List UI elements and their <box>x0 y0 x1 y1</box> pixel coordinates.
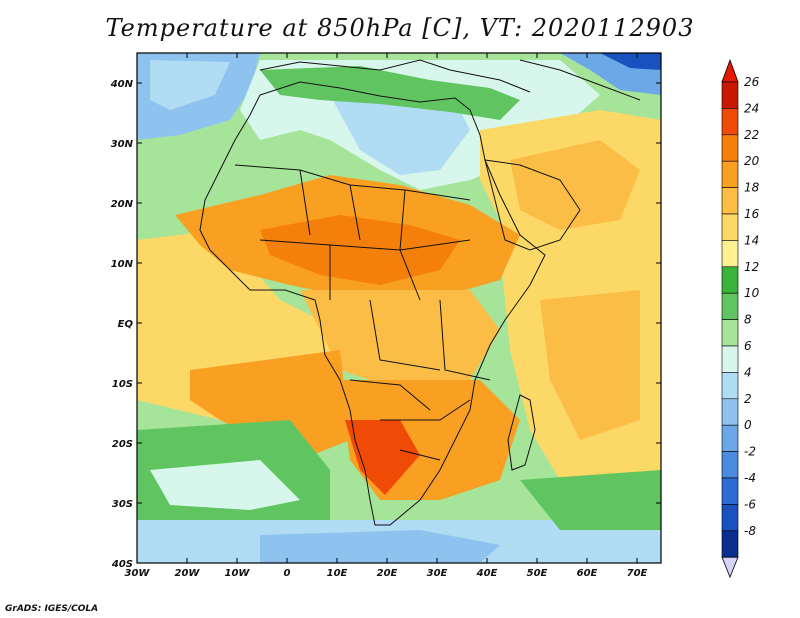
lon-tick-label: 20W <box>175 568 201 579</box>
colorbar-segment <box>721 477 739 505</box>
region-southern-ocean-cold <box>260 530 500 563</box>
plot-frame <box>136 52 662 564</box>
europe-coast <box>259 59 641 101</box>
colorbar-label: -8 <box>744 524 756 538</box>
colorbar-segment <box>721 530 739 558</box>
colorbar-segment <box>721 160 739 188</box>
colorbar-label: -6 <box>744 497 756 511</box>
lat-tick-label: 20S <box>112 439 133 450</box>
colorbar-label: 2 <box>744 392 752 406</box>
colorbar-segment <box>721 187 739 215</box>
region-angola-coast <box>190 350 350 460</box>
lat-tick-label: 40S <box>111 559 133 570</box>
lon-tick-label: 70E <box>627 568 648 579</box>
grads-credit: GrADS: IGES/COLA <box>5 604 99 614</box>
colorbar-segment <box>721 345 739 373</box>
lon-tick-label: 30W <box>125 568 151 579</box>
lon-tick-label: 40E <box>476 568 498 579</box>
lon-tick-label: 10E <box>327 568 348 579</box>
temperature-field <box>137 53 661 563</box>
lon-tick-label: 50E <box>527 568 548 579</box>
colorbar-label: 22 <box>744 128 759 142</box>
colorbar-segment <box>721 108 739 136</box>
colorbar-segment <box>721 451 739 479</box>
colorbar-label: 12 <box>744 260 759 274</box>
colorbar-label: 16 <box>744 207 760 221</box>
colorbar-label: 6 <box>744 339 752 353</box>
region-kalahari-hot <box>345 420 420 495</box>
africa-coastline <box>199 81 546 526</box>
lat-tick-label: 30N <box>111 139 134 150</box>
border-lines <box>234 164 491 461</box>
colorbar-segment <box>721 424 739 452</box>
lat-tick-label: 10S <box>112 379 133 390</box>
colorbar-segment <box>721 213 739 241</box>
colorbar-label: 8 <box>744 313 752 327</box>
colorbar-top-arrow <box>721 58 739 83</box>
lat-tick-label: 30S <box>112 499 133 510</box>
region-south-atlantic-cold <box>150 460 300 510</box>
region-south-indian-cool <box>520 470 661 530</box>
colorbar-label: 18 <box>744 181 760 195</box>
colorbar-segment <box>721 292 739 320</box>
region-mediterranean <box>260 66 520 120</box>
lon-tick-label: 20E <box>377 568 398 579</box>
colorbar-label: 20 <box>744 154 760 168</box>
lat-tick-label: EQ <box>118 319 134 330</box>
region-central-africa <box>300 290 500 390</box>
lon-tick-label: 10W <box>225 568 251 579</box>
coastlines <box>199 59 641 526</box>
colorbar-label: -4 <box>744 471 756 485</box>
colorbar-label: 10 <box>744 286 760 300</box>
lat-tick-label: 20N <box>111 199 134 210</box>
lon-tick-label: 30E <box>427 568 448 579</box>
colorbar-label: 24 <box>744 101 759 115</box>
region-sahara-central-cool <box>330 90 470 175</box>
region-indian-ocean-warm <box>540 290 640 440</box>
lat-tick-label: 10N <box>111 259 134 270</box>
colorbar-label: -2 <box>744 445 756 459</box>
colorbar-label: 0 <box>744 418 752 432</box>
colorbar-label: 4 <box>744 365 752 379</box>
region-north-atlantic-cool <box>150 60 230 110</box>
colorbar-segment <box>721 266 739 294</box>
lon-tick-label: 0 <box>284 568 291 579</box>
colorbar-segment <box>721 81 739 109</box>
region-ne-very-cold <box>600 53 661 70</box>
colorbar-segment <box>721 240 739 268</box>
lat-tick-label: 40N <box>110 79 134 90</box>
longitude-axis: 30W 20W 10W 0 10E 20E 30E 40E 50E 60E 70E <box>125 53 648 579</box>
arabia-coast <box>484 159 581 251</box>
latitude-axis: 40N 30N 20N 10N EQ 10S 20S 30S 40S <box>110 79 661 570</box>
madagascar <box>507 394 536 471</box>
colorbar-segment <box>721 134 739 162</box>
map-title: Temperature at 850hPa [C], VT: 202011290… <box>105 14 695 42</box>
colorbar-label: 14 <box>744 233 759 247</box>
region-arabia-warm <box>510 140 640 230</box>
colorbar-segment <box>721 372 739 400</box>
lon-tick-label: 60E <box>577 568 598 579</box>
colorbar-segment <box>721 398 739 426</box>
colorbar-segment <box>721 504 739 532</box>
colorbar-bottom-arrow <box>721 556 739 579</box>
colorbar-segment <box>721 319 739 347</box>
colorbar-label: 26 <box>744 75 760 89</box>
